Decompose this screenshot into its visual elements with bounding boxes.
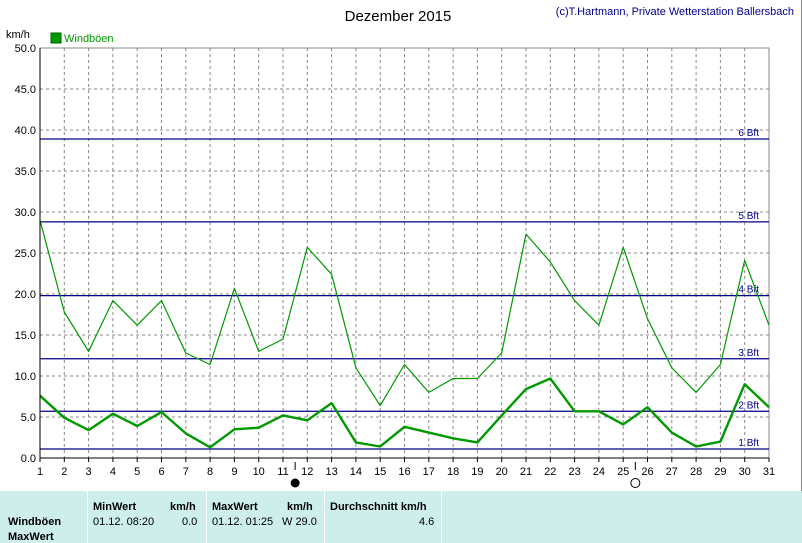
stats-separator — [87, 491, 88, 543]
axes: 0.0 5.0 10.0 15.0 20.0 25.0 30.0 35.0 40.0 45.0 50… — [15, 43, 776, 478]
avg-value: 4.6 — [419, 516, 435, 528]
series-line-average — [39, 377, 770, 449]
x-tick-label: 26 — [641, 466, 653, 478]
legend-label: Windböen — [64, 33, 114, 45]
y-tick-label: 10.0 — [15, 371, 36, 383]
x-tick-label: 18 — [447, 466, 459, 478]
x-tick-label: 27 — [666, 466, 678, 478]
x-tick-label: 1 — [37, 466, 43, 478]
max-header: MaxWert — [212, 501, 258, 513]
min-time: 01.12. 08:20 — [93, 516, 155, 528]
x-tick-label: 7 — [183, 466, 189, 478]
x-tick-label: 5 — [134, 466, 140, 478]
x-tick-label: 21 — [520, 466, 532, 478]
beaufort-label: 4 Bft — [738, 285, 759, 296]
x-tick-label: 2 — [61, 466, 67, 478]
y-tick-label: 50.0 — [15, 43, 36, 55]
y-tick-label: 30.0 — [15, 207, 36, 219]
x-tick-label: 16 — [398, 466, 410, 478]
max-time: 01.12. 01:25 — [212, 516, 274, 528]
stats-separator — [206, 491, 207, 543]
x-tick-label: 29 — [714, 466, 726, 478]
x-tick-label: 6 — [158, 466, 164, 478]
x-tick-label: 11 — [277, 466, 288, 478]
min-unit-header: km/h — [170, 501, 196, 513]
row-label-maxwert: MaxWert — [8, 531, 54, 543]
x-tick-label: 25 — [617, 466, 629, 478]
x-tick-label: 24 — [593, 466, 605, 478]
y-tick-label: 35.0 — [15, 166, 36, 178]
max-value: W 29.0 — [282, 516, 317, 528]
stats-separator — [324, 491, 325, 543]
x-tick-label: 19 — [471, 466, 483, 478]
y-tick-label: 0.0 — [21, 453, 36, 465]
full-moon-icon — [630, 478, 641, 488]
beaufort-label: 3 Bft — [738, 348, 759, 359]
beaufort-label: 1 Bft — [738, 438, 759, 449]
y-tick-label: 25.0 — [15, 248, 36, 260]
legend-swatch — [50, 32, 62, 44]
chart-title: Dezember 2015 — [345, 8, 452, 25]
x-tick-label: 9 — [231, 466, 237, 478]
x-tick-label: 10 — [253, 466, 265, 478]
x-tick-label: 17 — [423, 466, 435, 478]
x-tick-label: 30 — [739, 466, 751, 478]
stats-separator — [441, 491, 442, 543]
y-axis-label: km/h — [6, 29, 30, 41]
stats-panel: MinWert km/h MaxWert km/h Durchschnitt k… — [0, 491, 802, 543]
x-tick-label: 28 — [690, 466, 702, 478]
y-tick-label: 20.0 — [15, 289, 36, 301]
chart-credit: (c)T.Hartmann, Private Wetterstation Bal… — [556, 6, 794, 18]
series — [39, 220, 770, 449]
avg-header: Durchschnitt km/h — [330, 501, 427, 513]
max-unit-header: km/h — [287, 501, 313, 513]
beaufort-label: 5 Bft — [738, 211, 759, 222]
y-tick-label: 15.0 — [15, 330, 36, 342]
min-header: MinWert — [93, 501, 137, 513]
grid — [39, 47, 770, 459]
x-tick-label: 8 — [207, 466, 213, 478]
series-line-windboeen — [39, 220, 770, 407]
y-tick-label: 45.0 — [15, 84, 36, 96]
min-value: 0.0 — [182, 516, 198, 528]
beaufort-lines: 1 Bft 2 Bft 3 Bft 4 Bft 5 Bft 6 Bft — [40, 128, 769, 450]
x-tick-label: 3 — [86, 466, 92, 478]
x-tick-label: 22 — [544, 466, 556, 478]
row-label-windboeen: Windböen — [8, 516, 62, 528]
wind-chart: Dezember 2015 (c)T.Hartmann, Private Wet… — [6, 6, 794, 488]
beaufort-label: 2 Bft — [738, 400, 759, 411]
x-tick-label: 4 — [110, 466, 116, 478]
x-tick-label: 31 — [763, 466, 775, 478]
beaufort-label: 6 Bft — [738, 128, 759, 139]
y-tick-label: 40.0 — [15, 125, 36, 137]
x-tick-label: 20 — [496, 466, 508, 478]
y-tick-label: 5.0 — [21, 412, 36, 424]
x-tick-label: 23 — [568, 466, 580, 478]
new-moon-icon — [290, 478, 300, 488]
x-tick-label: 12 — [301, 466, 313, 478]
x-tick-label: 15 — [374, 466, 386, 478]
x-tick-label: 14 — [350, 466, 362, 478]
moon-phases — [290, 462, 641, 488]
x-tick-label: 13 — [325, 466, 337, 478]
